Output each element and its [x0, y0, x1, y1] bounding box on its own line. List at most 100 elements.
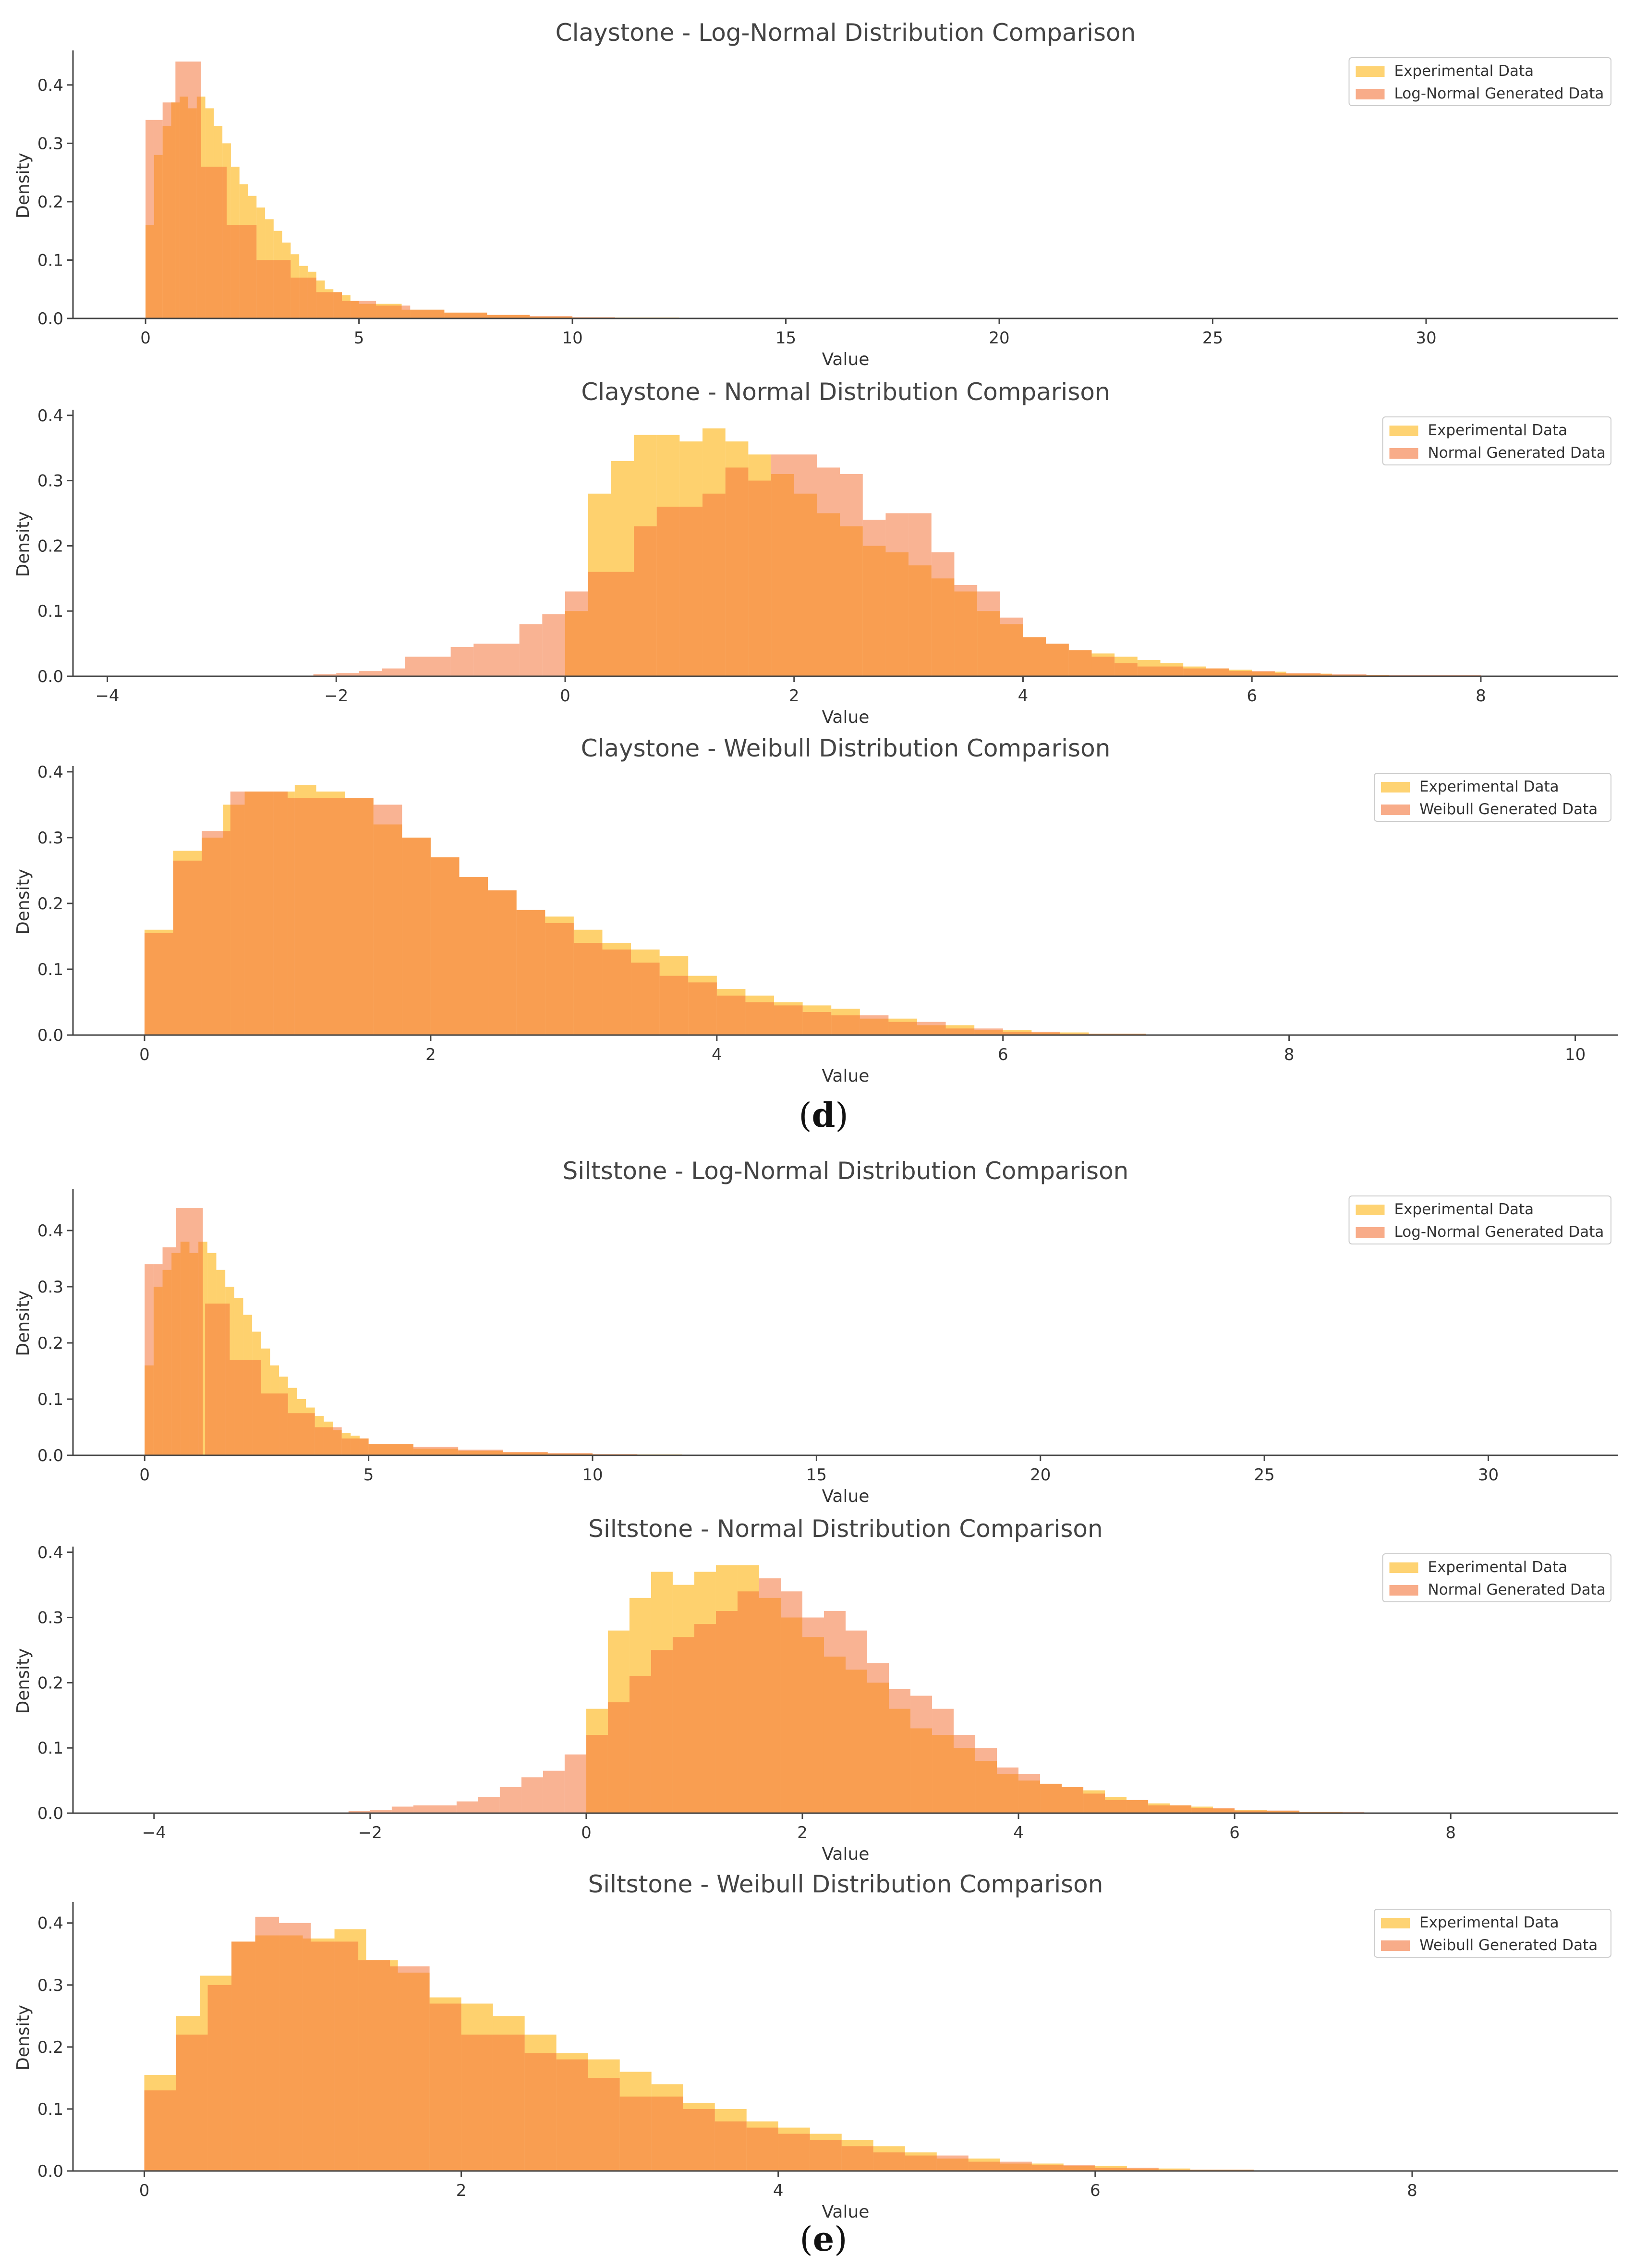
generated-bar — [429, 2003, 461, 2171]
generated-bar — [311, 1941, 359, 2171]
generated-bar — [287, 798, 316, 1035]
generated-bar — [975, 1748, 997, 1813]
x-tick-label: 10 — [562, 329, 582, 348]
generated-bar — [230, 791, 259, 1035]
legend-swatch — [1356, 1205, 1385, 1215]
x-tick-label: 8 — [1407, 2181, 1417, 2200]
generated-bar — [1148, 1805, 1192, 1813]
legend-label: Experimental Data — [1419, 778, 1559, 795]
legend-box — [1348, 57, 1611, 106]
legend: Experimental Data Weibull Generated Data — [1374, 1909, 1611, 1958]
generated-bar — [573, 943, 603, 1035]
generated-bar — [430, 857, 460, 1035]
legend-swatch — [1356, 89, 1385, 99]
legend-label: Weibull Generated Data — [1419, 1937, 1598, 1954]
y-tick-label: 0.3 — [37, 134, 63, 153]
generated-bar — [564, 1754, 586, 1813]
generated-bar — [207, 1985, 232, 2171]
x-tick-label: 8 — [1476, 686, 1486, 706]
generated-bar — [370, 1810, 392, 1813]
generated-bar — [230, 1360, 261, 1455]
generated-bar — [778, 2134, 810, 2171]
generated-bar — [774, 1005, 803, 1035]
generated-bar — [694, 1624, 716, 1813]
generated-bar — [759, 1578, 781, 1813]
legend-swatch — [1389, 448, 1418, 459]
x-tick-label: 30 — [1416, 329, 1436, 348]
generated-bar — [456, 1801, 478, 1813]
y-axis-label: Density — [13, 1291, 33, 1356]
y-tick-label: 0.0 — [37, 2162, 63, 2181]
generated-bar — [201, 167, 227, 318]
generated-bar — [1046, 644, 1069, 676]
generated-bar — [780, 1591, 802, 1813]
generated-bar — [279, 1923, 311, 2171]
generated-bar — [631, 963, 660, 1035]
y-tick-label: 0.2 — [37, 193, 63, 212]
legend-swatch — [1356, 66, 1385, 77]
generated-bar — [565, 591, 588, 676]
generated-bar — [176, 1208, 203, 1455]
generated-bar — [715, 1611, 738, 1813]
y-tick-label: 0.0 — [37, 1446, 63, 1465]
x-tick-label: 4 — [1013, 1823, 1024, 1842]
legend-label: Experimental Data — [1419, 1914, 1559, 1931]
generated-bar — [231, 1941, 255, 2171]
generated-bar — [1105, 1800, 1149, 1813]
generated-bar — [1095, 2168, 1159, 2171]
generated-bar — [205, 1304, 230, 1455]
legend-box — [1374, 773, 1611, 822]
x-tick-label: 5 — [363, 1465, 374, 1485]
generated-bar — [227, 225, 257, 318]
generated-bar — [651, 2097, 683, 2171]
generated-bar — [1183, 668, 1229, 676]
x-axis-label: Value — [822, 1844, 870, 1864]
legend: Experimental Data Weibull Generated Data — [1374, 773, 1611, 822]
legend: Experimental Data Log-Normal Generated Da… — [1348, 1195, 1611, 1244]
y-tick-label: 0.3 — [37, 829, 63, 848]
x-tick-label: 25 — [1202, 329, 1223, 348]
x-tick-label: 20 — [989, 329, 1009, 348]
caption-close-paren: ) — [835, 1096, 848, 1135]
y-tick-label: 0.4 — [37, 1543, 63, 1562]
generated-bar — [672, 1637, 694, 1813]
generated-bar — [954, 1735, 976, 1813]
generated-bar — [261, 1393, 288, 1455]
generated-bar — [368, 1444, 413, 1455]
chart-panel-1: Claystone - Log-Normal Distribution Comp… — [13, 19, 1618, 369]
chart-title: Siltstone - Log-Normal Distribution Comp… — [563, 1157, 1129, 1185]
generated-bar — [1000, 617, 1023, 676]
chart-panel-3: Claystone - Weibull Distribution Compari… — [13, 734, 1618, 1086]
generated-bar — [862, 520, 886, 676]
legend-label: Weibull Generated Data — [1419, 801, 1598, 818]
caption-open-paren: ( — [799, 1096, 812, 1135]
panel-caption-e: (e) — [0, 2219, 1647, 2259]
generated-bar — [745, 1002, 775, 1035]
generated-bar — [473, 644, 520, 676]
generated-bar — [503, 1451, 548, 1455]
generated-bar — [1114, 663, 1138, 676]
generated-bar — [910, 1695, 932, 1813]
generated-bar — [315, 1427, 342, 1455]
y-tick-label: 0.0 — [37, 309, 63, 329]
x-tick-label: 10 — [582, 1465, 603, 1485]
generated-bar — [831, 1015, 889, 1035]
y-tick-label: 0.4 — [37, 406, 63, 426]
generated-bar — [683, 2109, 715, 2171]
generated-bar — [459, 877, 488, 1035]
generated-bar — [817, 467, 840, 676]
x-tick-label: 0 — [560, 686, 570, 706]
generated-bar — [176, 2035, 208, 2171]
generated-bar — [725, 467, 749, 676]
generated-bar — [341, 1438, 369, 1455]
generated-bar — [905, 2155, 969, 2171]
generated-bar — [478, 1797, 500, 1813]
generated-bar — [802, 1012, 832, 1035]
y-tick-label: 0.1 — [37, 960, 63, 979]
legend-label: Experimental Data — [1394, 1201, 1534, 1218]
generated-bar — [810, 2140, 842, 2171]
generated-bar — [1320, 674, 1367, 676]
generated-bar — [1191, 1808, 1235, 1813]
y-tick-label: 0.2 — [37, 1334, 63, 1353]
chart-panel-4: Siltstone - Log-Normal Distribution Comp… — [13, 1157, 1618, 1506]
